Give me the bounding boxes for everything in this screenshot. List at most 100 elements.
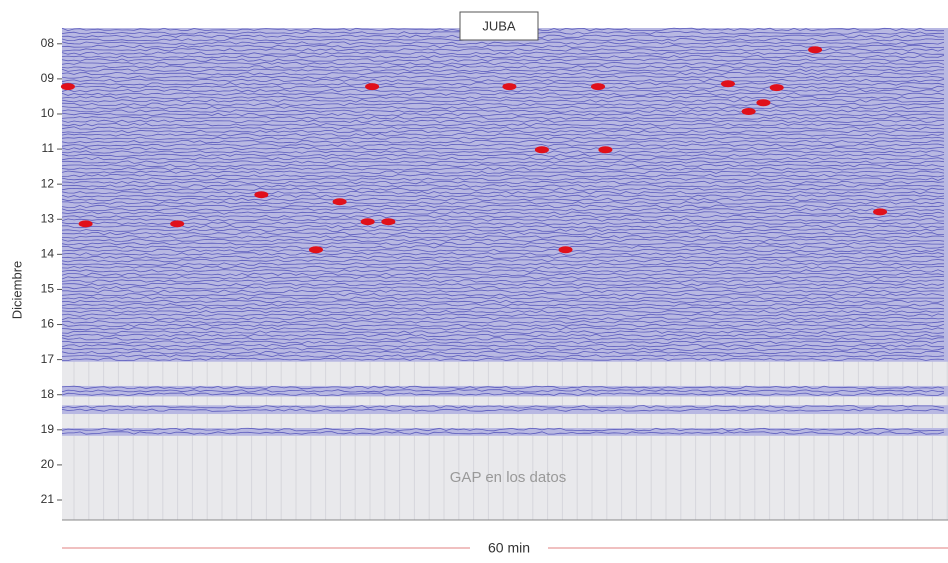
trace-texture [61,75,945,79]
y-tick-label: 18 [41,387,55,401]
y-tick-label: 08 [41,36,55,50]
y-tick-label: 11 [42,141,55,155]
event [756,99,771,107]
event [720,80,735,88]
trace-texture [61,102,945,107]
event [808,46,823,54]
trace-texture [61,180,945,185]
trace-texture [61,146,944,151]
y-tick-label: 17 [41,352,55,366]
trace-texture [61,245,945,249]
trace-texture [61,316,945,321]
event [534,146,549,154]
trace-texture [61,354,945,358]
trace-texture [61,286,945,290]
trace-texture [61,153,945,158]
event [873,208,888,216]
trace-texture [61,272,945,277]
event [558,246,573,254]
trace-texture [61,58,945,62]
event [381,218,396,226]
trace-texture [61,231,945,236]
trace-texture [61,48,945,52]
chart-title: JUBA [482,18,516,33]
trace-texture [61,88,945,93]
trace-texture [61,357,945,362]
trace-texture [61,241,945,246]
data-period [62,428,948,436]
trace-texture [61,404,945,409]
trace-texture [61,252,945,256]
trace-texture [61,326,945,331]
trace-texture [61,221,945,226]
trace-texture [61,214,945,219]
trace-texture [61,112,944,117]
trace-texture [61,194,945,198]
trace-texture [61,156,945,161]
trace-texture [61,71,944,76]
trace-texture [61,65,945,69]
trace-texture [61,41,945,45]
y-tick-label: 15 [41,282,55,296]
trace-texture [62,201,945,205]
event [502,83,517,91]
y-tick-label: 19 [41,422,55,436]
trace-texture [61,330,945,334]
trace-texture [61,190,945,195]
trace-texture [61,265,945,270]
trace-texture [61,177,945,181]
trace-texture [61,427,945,432]
trace-texture [61,105,945,110]
trace-texture [61,133,945,137]
trace-texture [61,218,944,222]
trace-texture [61,197,944,202]
trace-texture [61,51,945,56]
trace-texture [61,408,945,412]
trace-texture [61,235,945,239]
trace-texture [61,44,945,49]
trace-texture [61,309,945,314]
trace-texture [61,54,945,59]
trace-texture [61,116,945,120]
trace-texture [61,343,945,348]
trace-texture [61,187,945,192]
event [360,218,375,226]
x-axis-label: 60 min [488,540,530,556]
trace-texture [61,258,945,263]
trace-texture [62,224,945,229]
y-tick-label: 20 [41,457,55,471]
trace-texture [61,431,945,435]
trace-texture [61,61,945,66]
event [78,220,93,228]
trace-texture [61,78,945,83]
trace-texture [61,160,945,164]
trace-texture [61,347,945,351]
trace-texture [61,296,945,300]
trace-texture [61,139,945,144]
event [60,83,75,91]
trace-texture [61,350,945,355]
event [308,246,323,254]
event [769,84,784,92]
event [254,191,269,199]
trace-texture [61,323,945,328]
trace-texture [61,333,945,338]
trace-texture [61,126,945,130]
trace-texture [61,337,945,341]
trace-texture [61,211,945,215]
trace-texture [61,150,945,154]
trace-texture [61,275,945,280]
trace-texture [61,82,945,86]
y-axis-label: Diciembre [9,261,24,320]
trace-texture [61,255,945,259]
trace-texture [61,163,945,168]
data-period [62,385,948,397]
trace-texture [61,392,945,396]
trace-texture [61,279,945,283]
trace-texture [61,170,945,175]
y-tick-label: 21 [41,492,55,506]
trace-texture [61,303,945,307]
trace-texture [62,289,944,294]
trace-texture [61,340,945,345]
y-tick-label: 10 [41,106,55,120]
